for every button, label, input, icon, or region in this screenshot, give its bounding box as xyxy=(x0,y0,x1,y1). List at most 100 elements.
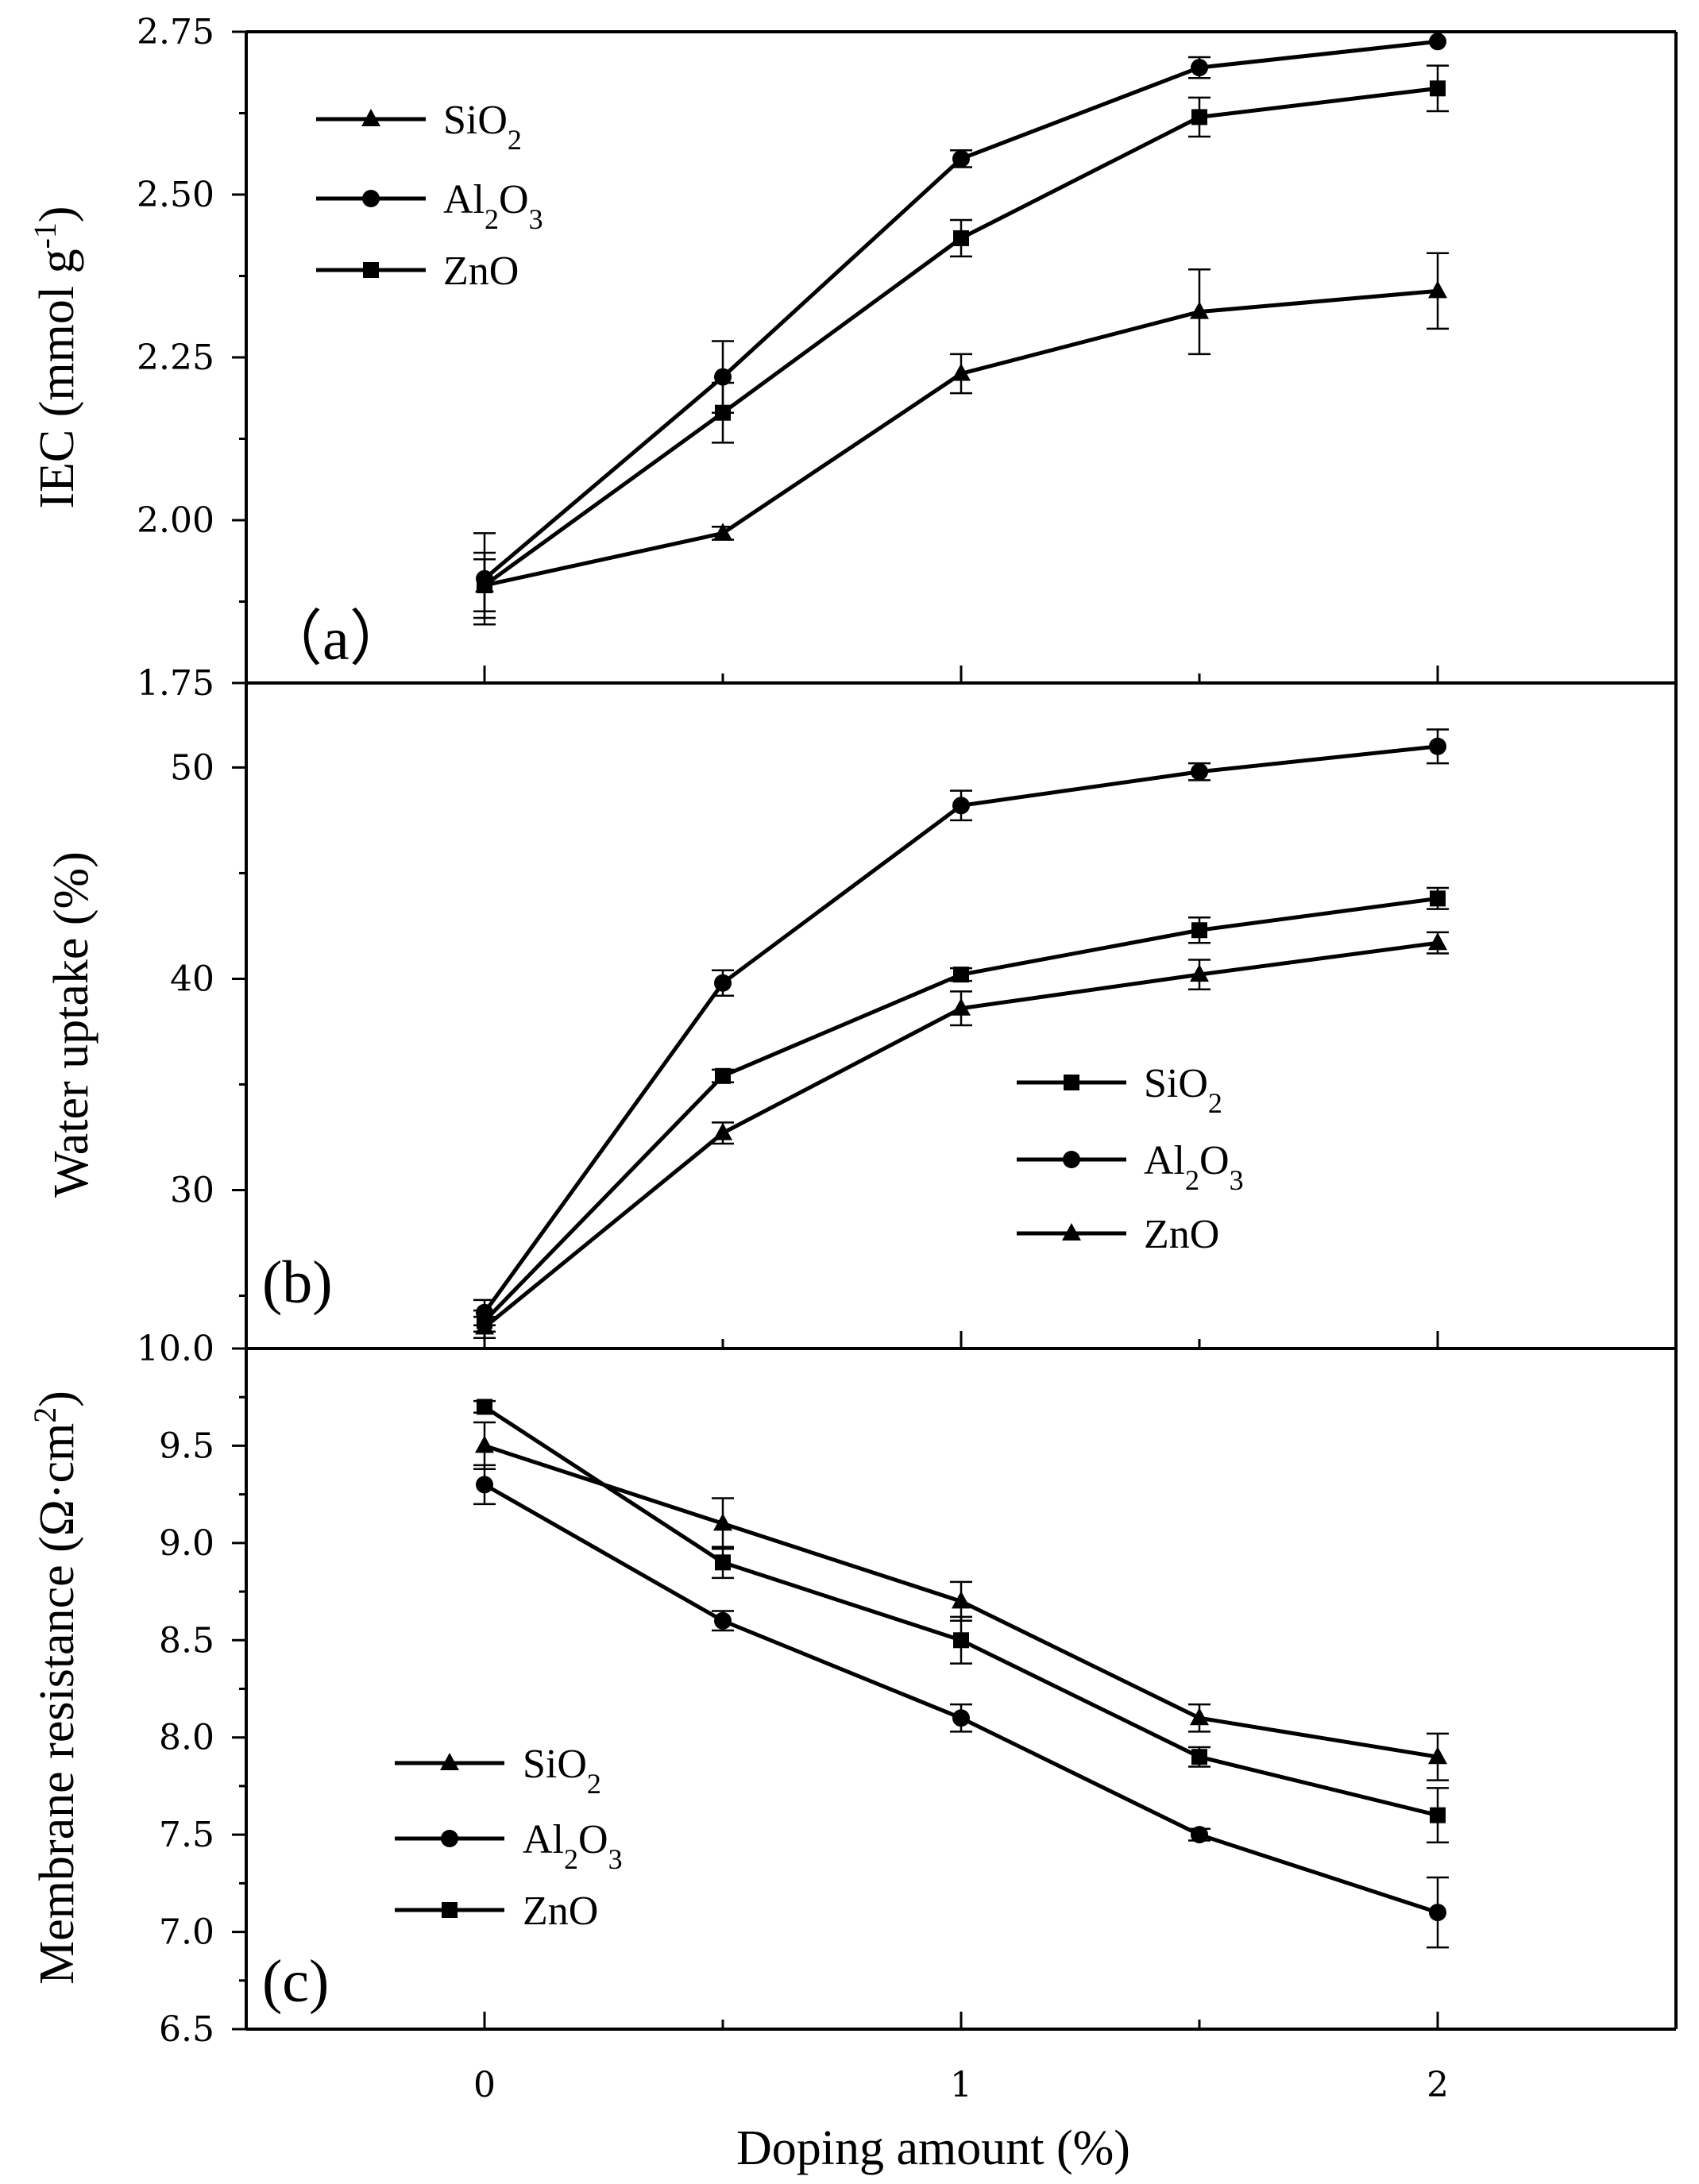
legend-marker xyxy=(361,109,380,126)
series-zno-line xyxy=(473,1399,1449,1844)
y-tick-label: 40 xyxy=(170,959,214,999)
y-tick-label: 50 xyxy=(170,747,214,788)
legend-marker xyxy=(442,1902,458,1918)
legend-marker xyxy=(362,190,380,207)
data-point xyxy=(952,1591,971,1609)
data-point xyxy=(1430,1807,1446,1823)
y-tick-label: 10.0 xyxy=(137,1329,214,1369)
legend: SiO2 Al2O3 ZnO xyxy=(395,1742,623,1934)
series-alo-line xyxy=(473,728,1449,1326)
data-point xyxy=(952,997,971,1016)
data-point xyxy=(1191,1749,1207,1765)
panel-b-water-uptake: 30 40 50 Water uptake (%) SiO2 Al2O3 ZnO (b) xyxy=(44,683,1678,1350)
y-tick-label: 1.75 xyxy=(137,663,214,704)
legend-label: SiO2 xyxy=(523,1742,601,1800)
series-sio-line xyxy=(473,1421,1449,1781)
y-tick-label: 9.0 xyxy=(159,1523,214,1564)
y-axis-title: Water uptake (%) xyxy=(44,851,98,1198)
data-point xyxy=(953,1632,969,1649)
data-point xyxy=(477,577,492,593)
data-point xyxy=(1430,80,1446,97)
data-point xyxy=(952,363,971,381)
data-point xyxy=(952,149,970,168)
data-point xyxy=(1428,1746,1447,1765)
legend-label: SiO2 xyxy=(1144,1061,1222,1119)
data-point xyxy=(1429,737,1446,755)
data-point xyxy=(1429,33,1446,51)
series-alo-line xyxy=(473,33,1446,626)
legend-marker xyxy=(1063,1151,1080,1168)
y-tick-label: 7.0 xyxy=(159,1912,214,1953)
legend-label: Al2O3 xyxy=(523,1817,623,1875)
y-tick-label: 2.00 xyxy=(137,500,214,541)
y-tick-label: 2.75 xyxy=(137,12,214,52)
x-axis-title: Doping amount (%) xyxy=(736,2121,1130,2175)
legend-marker xyxy=(1064,1075,1079,1090)
series-sio-line xyxy=(473,886,1449,1333)
data-point xyxy=(714,1611,732,1630)
data-point xyxy=(953,967,969,983)
x-tick-label: 0 xyxy=(473,2065,496,2105)
data-point xyxy=(713,1122,732,1140)
legend-label: ZnO xyxy=(523,1889,598,1934)
data-point xyxy=(475,1317,494,1335)
data-point xyxy=(476,1476,493,1494)
legend: SiO2 Al2O3 ZnO xyxy=(316,98,543,294)
data-point xyxy=(1428,932,1447,951)
data-point xyxy=(953,230,969,246)
legend-marker xyxy=(441,1830,458,1847)
data-point xyxy=(714,368,732,386)
panel-c-membrane-resistance: 6.5 7.0 7.5 8.0 8.5 9.0 9.5 10.0 Membrane resist… xyxy=(27,1329,1678,2050)
series-line xyxy=(483,1483,1438,1915)
x-tick-label: 2 xyxy=(1427,2065,1449,2105)
data-point xyxy=(952,1709,970,1727)
series-line xyxy=(483,39,1438,581)
data-point xyxy=(1190,301,1209,319)
y-axis-title: IEC (mmol g-1) xyxy=(27,206,85,508)
legend-label: ZnO xyxy=(1144,1212,1219,1257)
data-point xyxy=(1190,964,1209,982)
legend-label: SiO2 xyxy=(443,98,522,156)
data-point xyxy=(715,1554,731,1571)
panel-label: (c) xyxy=(262,1948,329,2015)
y-tick-label: 8.0 xyxy=(159,1718,214,1758)
y-axis-title: Membrane resistance (Ω·cm2) xyxy=(27,1391,85,1985)
x-tick-label: 1 xyxy=(950,2065,972,2105)
series-zno-line xyxy=(473,64,1449,613)
series-sio-line xyxy=(473,252,1449,619)
panel-label: (b) xyxy=(262,1249,333,1316)
data-point xyxy=(1430,890,1446,907)
series-line xyxy=(484,288,1438,588)
legend: SiO2 Al2O3 ZnO xyxy=(1017,1061,1244,1257)
y-tick-label: 9.5 xyxy=(159,1426,214,1466)
data-point xyxy=(1429,1904,1446,1922)
data-point xyxy=(477,1399,492,1415)
data-point xyxy=(1191,1826,1208,1844)
series-zno-line xyxy=(473,931,1449,1339)
data-point xyxy=(715,404,731,421)
y-tick-label: 2.50 xyxy=(137,175,214,215)
legend-marker xyxy=(1062,1223,1081,1241)
panel-label: （a） xyxy=(262,606,410,673)
data-point xyxy=(713,1513,732,1531)
data-point xyxy=(715,1067,731,1084)
data-point xyxy=(1428,280,1447,299)
y-tick-label: 30 xyxy=(170,1170,214,1210)
series-line xyxy=(482,744,1438,1314)
data-point xyxy=(1191,59,1208,77)
data-point xyxy=(714,974,732,992)
data-point xyxy=(1191,922,1207,939)
shared-x-axis: 0 1 2 xyxy=(473,2065,1449,2105)
legend-label: Al2O3 xyxy=(443,177,543,235)
legend-label: Al2O3 xyxy=(1144,1138,1244,1196)
legend-marker xyxy=(440,1753,459,1770)
data-point xyxy=(952,797,970,815)
y-tick-label: 2.25 xyxy=(137,338,214,378)
y-tick-label: 6.5 xyxy=(159,2009,214,2050)
panel-a-iec: 1.75 2.00 2.25 2.50 2.75 IEC (mmol g-1) SiO2 Al… xyxy=(27,12,1678,704)
legend-marker xyxy=(363,262,379,278)
legend-label: ZnO xyxy=(443,249,519,294)
y-tick-label: 7.5 xyxy=(159,1815,214,1855)
y-tick-label: 8.5 xyxy=(159,1620,214,1661)
